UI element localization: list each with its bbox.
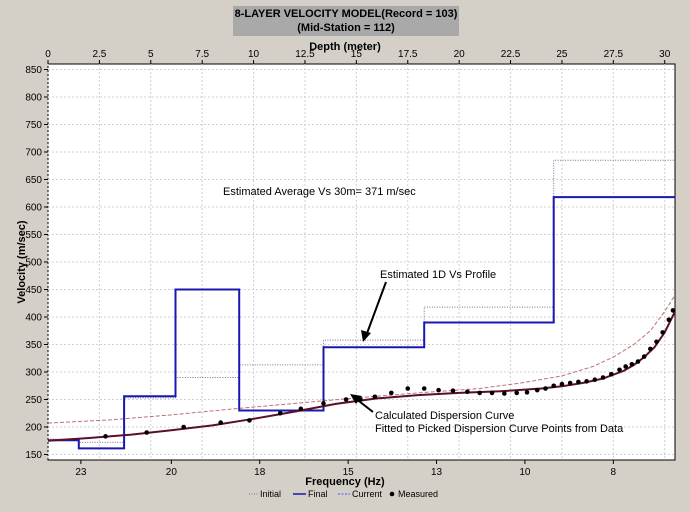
initial-curve-series-line: [47, 294, 676, 424]
frequency-tick-label: 13: [431, 467, 443, 478]
legend-current-label: Current: [352, 489, 383, 499]
y-tick-label: 250: [25, 395, 42, 406]
y-tick-label: 750: [25, 120, 42, 131]
measured-point: [343, 397, 349, 402]
y-tick-label: 150: [25, 450, 42, 461]
depth-tick-label: 2.5: [92, 49, 106, 60]
measured-point: [608, 371, 614, 377]
measured-point: [502, 391, 507, 396]
depth-tick-label: 20: [454, 49, 466, 60]
frequency-tick-label: 18: [254, 467, 266, 478]
measured-point: [629, 362, 635, 367]
y-tick-label: 650: [25, 175, 42, 186]
depth-tick-label: 12.5: [295, 49, 315, 60]
measured-point: [372, 394, 378, 400]
y-tick-label: 350: [25, 340, 42, 351]
measured-point: [623, 364, 628, 369]
y-tick-label: 300: [25, 368, 42, 379]
measured-point: [654, 339, 659, 345]
measured-point: [218, 420, 223, 425]
depth-tick-label: 5: [148, 49, 154, 60]
frequency-tick-label: 20: [166, 467, 178, 478]
measured-point: [524, 390, 530, 395]
measured-point: [465, 389, 470, 395]
dispersion-annotation-line2: Fitted to Picked Dispersion Curve Points…: [375, 423, 624, 435]
series-layer: [47, 159, 676, 450]
frequency-tick-label: 15: [343, 467, 355, 478]
measured-point: [641, 354, 647, 359]
y-tick-label: 850: [25, 65, 42, 76]
measured-point: [489, 390, 495, 396]
measured-point: [436, 387, 441, 393]
depth-tick-label: 27.5: [604, 49, 624, 60]
depth-tick-label: 15: [351, 49, 363, 60]
tick-layer: 1502002503003504004505005506006507007508…: [25, 49, 670, 478]
depth-tick-label: 22.5: [501, 49, 521, 60]
measured-point: [514, 390, 520, 396]
measured-point: [660, 330, 665, 335]
y-tick-label: 500: [25, 258, 42, 269]
measured-point: [600, 375, 606, 380]
dispersion-annotation-line1: Calculated Dispersion Curve: [375, 410, 514, 422]
measured-point: [576, 379, 581, 385]
depth-tick-label: 30: [659, 49, 671, 60]
y-tick-label: 600: [25, 203, 42, 214]
frequency-tick-label: 23: [75, 467, 87, 478]
profile-annotation: Estimated 1D Vs Profile: [380, 269, 496, 281]
measured-point: [450, 388, 456, 394]
y-tick-label: 450: [25, 285, 42, 296]
depth-tick-label: 17.5: [398, 49, 418, 60]
measured-point: [247, 418, 252, 423]
measured-point: [635, 359, 641, 364]
dispersion-arrow: [350, 394, 374, 413]
measured-point: [559, 381, 565, 387]
measured-point: [592, 377, 598, 383]
legend: Initial Final Current Measured: [249, 489, 438, 499]
measured-point: [534, 387, 540, 393]
y-tick-label: 400: [25, 313, 42, 324]
profile-arrow: [361, 281, 387, 342]
legend-measured-swatch: [389, 491, 395, 497]
measured-point: [421, 386, 427, 391]
measured-point: [405, 386, 411, 391]
measured-point: [298, 406, 304, 412]
legend-final-label: Final: [308, 489, 328, 499]
chart-title: 8-LAYER VELOCITY MODEL(Record = 103): [234, 8, 458, 20]
frequency-axis-title: Frequency (Hz): [305, 476, 385, 488]
measured-point: [551, 383, 557, 389]
measured-point: [543, 386, 548, 391]
frequency-tick-label: 10: [519, 467, 531, 478]
chart-title-box: 8-LAYER VELOCITY MODEL(Record = 103) (Mi…: [233, 6, 459, 36]
measured-point: [617, 367, 622, 373]
measured-point: [103, 434, 108, 439]
frequency-tick-label: 8: [611, 467, 617, 478]
y-tick-label: 200: [25, 423, 42, 434]
depth-axis-title: Depth (meter): [309, 41, 381, 53]
measured-point: [321, 401, 326, 406]
final-series-line: [48, 196, 675, 450]
y-tick-label: 550: [25, 230, 42, 241]
measured-point: [389, 390, 394, 396]
y-tick-label: 800: [25, 93, 42, 104]
legend-initial-label: Initial: [260, 489, 281, 499]
measured-point: [670, 308, 676, 313]
measured-point: [648, 346, 653, 352]
depth-tick-label: 10: [248, 49, 260, 60]
depth-tick-label: 0: [45, 49, 51, 60]
measured-point: [567, 380, 573, 386]
legend-measured-label: Measured: [398, 489, 438, 499]
measured-point: [477, 390, 483, 396]
measured-point: [666, 317, 672, 323]
depth-tick-label: 25: [556, 49, 568, 60]
vs30-annotation: Estimated Average Vs 30m= 371 m/sec: [223, 186, 416, 198]
measured-point: [144, 430, 149, 435]
measured-point: [584, 379, 589, 384]
measured-point: [277, 410, 283, 416]
measured-point: [181, 424, 186, 430]
y-tick-label: 700: [25, 148, 42, 159]
velocity-axis-title: Velocity (m/sec): [16, 220, 28, 303]
depth-tick-label: 7.5: [195, 49, 209, 60]
chart-subtitle: (Mid-Station = 112): [297, 22, 395, 34]
